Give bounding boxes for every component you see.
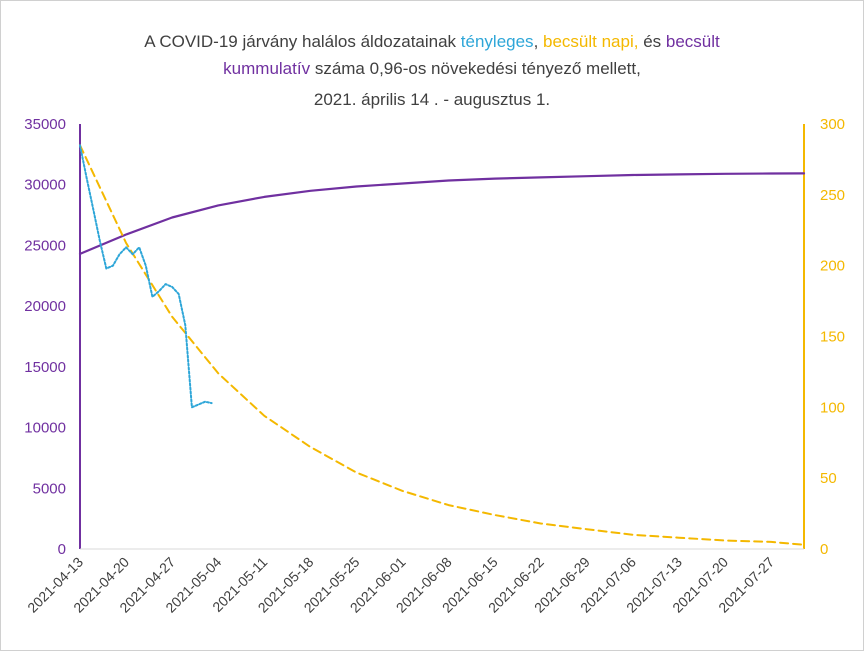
left-tick-label: 15000 [24,359,66,376]
right-tick-label: 100 [820,399,845,416]
right-tick-label: 250 [820,187,845,204]
title-estimated-word: becsült napi, [543,32,644,51]
left-tick-label: 0 [58,541,66,558]
title-cumulative-word-1: becsült [665,32,720,51]
left-tick-label: 35000 [24,116,66,133]
title-separator-1: , [533,32,544,51]
title-cumulative-word-2: kummulatív [223,59,311,78]
left-tick-label: 5000 [33,480,66,497]
title-actual-word: tényleges [460,32,534,51]
chart-title: A COVID-19 járvány halálos áldozatainak … [0,28,864,113]
title-line-3: 2021. április 14 . - augusztus 1. [313,90,551,109]
right-tick-label: 300 [820,116,845,133]
right-tick-label: 50 [820,470,837,487]
title-separator-2: és [643,32,666,51]
title-line-1: A COVID-19 járvány halálos áldozatainak … [0,28,864,55]
series-actual-line [79,144,213,409]
left-tick-label: 10000 [24,420,66,437]
left-tick-label: 20000 [24,298,66,315]
series-estimated-daily-line [79,144,805,546]
left-tick-label: 25000 [24,237,66,254]
right-tick-label: 0 [820,541,828,558]
left-tick-label: 30000 [24,177,66,194]
title-rest: száma 0,96-os növekedési tényező mellett… [310,59,641,78]
right-tick-label: 150 [820,329,845,346]
title-line-2: kummulatív száma 0,96-os növekedési tény… [0,55,864,82]
series-cumulative-line [78,172,806,255]
right-tick-label: 200 [820,258,845,275]
title-prefix: A COVID-19 járvány halálos áldozatainak [144,32,461,51]
